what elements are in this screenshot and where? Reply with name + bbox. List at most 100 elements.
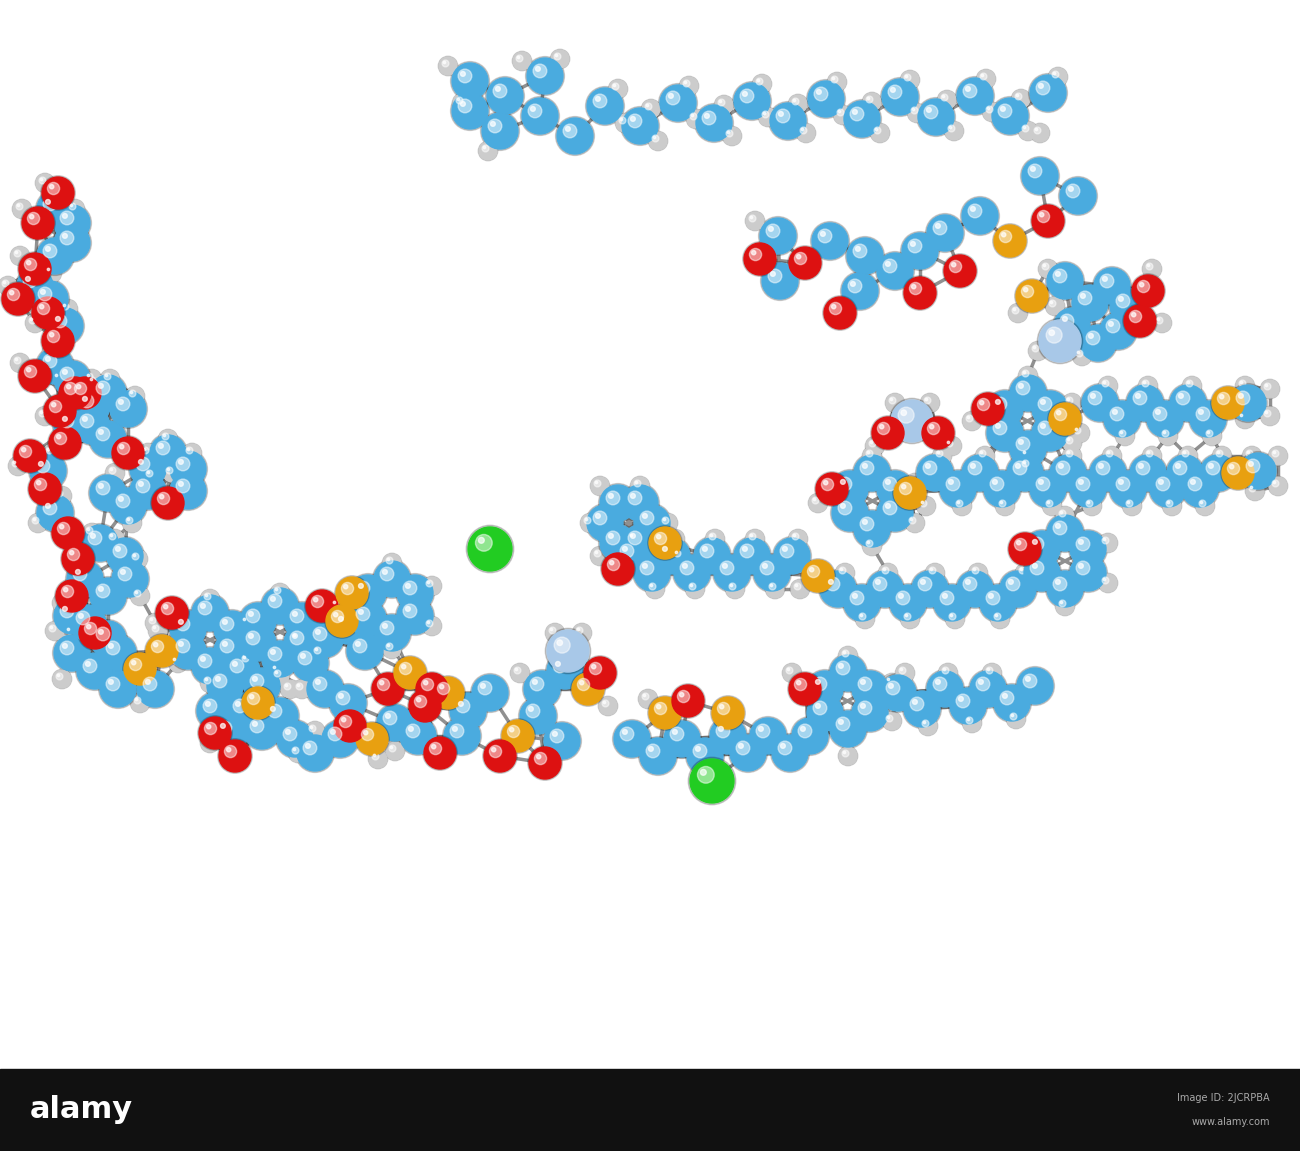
Circle shape (1067, 398, 1070, 401)
Circle shape (891, 87, 896, 92)
Circle shape (467, 525, 514, 573)
Circle shape (1019, 367, 1037, 384)
Circle shape (52, 669, 72, 688)
Circle shape (863, 447, 881, 465)
Circle shape (25, 365, 36, 378)
Circle shape (285, 683, 291, 689)
Circle shape (1030, 342, 1047, 360)
Circle shape (1188, 399, 1227, 439)
Circle shape (1153, 407, 1167, 421)
Circle shape (628, 531, 642, 544)
Circle shape (313, 677, 326, 691)
Circle shape (125, 387, 144, 405)
Circle shape (198, 693, 233, 729)
Circle shape (281, 680, 299, 698)
Circle shape (872, 417, 904, 449)
Circle shape (99, 383, 103, 388)
Circle shape (112, 561, 148, 597)
Circle shape (1206, 430, 1213, 437)
Circle shape (768, 101, 807, 140)
Circle shape (202, 734, 218, 752)
Circle shape (646, 580, 664, 599)
Circle shape (1019, 447, 1037, 465)
Circle shape (926, 214, 965, 252)
Circle shape (195, 692, 234, 731)
Circle shape (22, 448, 26, 452)
Circle shape (956, 77, 994, 115)
Circle shape (1031, 204, 1065, 238)
Circle shape (452, 63, 488, 99)
Circle shape (1022, 285, 1034, 298)
Circle shape (343, 585, 348, 589)
Circle shape (692, 114, 694, 116)
Circle shape (395, 596, 434, 635)
Circle shape (1023, 554, 1061, 593)
Circle shape (844, 651, 846, 654)
Circle shape (176, 457, 190, 471)
Circle shape (1049, 403, 1082, 435)
Circle shape (105, 536, 144, 576)
Circle shape (1131, 313, 1136, 317)
Circle shape (152, 487, 185, 519)
Circle shape (1053, 306, 1092, 345)
Circle shape (850, 107, 863, 121)
Circle shape (460, 101, 465, 106)
Circle shape (841, 272, 879, 311)
Circle shape (332, 610, 343, 623)
Circle shape (762, 110, 768, 117)
Circle shape (242, 655, 248, 662)
Circle shape (818, 229, 832, 243)
Circle shape (1031, 124, 1049, 142)
Circle shape (620, 107, 659, 145)
Circle shape (1098, 574, 1117, 592)
Circle shape (524, 671, 560, 707)
Circle shape (204, 593, 211, 600)
Circle shape (572, 673, 604, 706)
Circle shape (216, 677, 220, 681)
Circle shape (29, 317, 36, 323)
Circle shape (421, 678, 434, 691)
Circle shape (69, 603, 108, 642)
Circle shape (585, 86, 624, 125)
Circle shape (426, 620, 433, 627)
Circle shape (1022, 125, 1028, 132)
Circle shape (670, 533, 676, 540)
Circle shape (887, 394, 903, 412)
Circle shape (750, 216, 753, 219)
Circle shape (861, 703, 866, 708)
Circle shape (855, 610, 874, 628)
Circle shape (111, 559, 150, 599)
Circle shape (966, 579, 970, 585)
Circle shape (948, 125, 955, 132)
Circle shape (359, 584, 363, 588)
Circle shape (227, 693, 263, 729)
Circle shape (911, 107, 918, 114)
Circle shape (47, 308, 83, 344)
Circle shape (827, 73, 846, 92)
Circle shape (812, 677, 827, 691)
Circle shape (1043, 496, 1062, 516)
Circle shape (1040, 399, 1045, 404)
Circle shape (198, 654, 212, 668)
Circle shape (1057, 411, 1061, 414)
Circle shape (905, 75, 907, 77)
Circle shape (484, 740, 516, 772)
Circle shape (1040, 424, 1045, 428)
Circle shape (29, 514, 47, 532)
Circle shape (1031, 389, 1070, 428)
Circle shape (438, 56, 458, 76)
Circle shape (83, 369, 101, 388)
Circle shape (46, 306, 84, 345)
Circle shape (164, 434, 165, 436)
Circle shape (1160, 427, 1176, 445)
Circle shape (139, 444, 157, 462)
Circle shape (1156, 317, 1164, 323)
Circle shape (60, 367, 74, 381)
Circle shape (996, 424, 1000, 428)
Circle shape (746, 212, 764, 230)
Circle shape (422, 577, 442, 596)
Circle shape (176, 479, 190, 493)
Circle shape (23, 274, 36, 288)
Circle shape (1166, 453, 1204, 493)
Circle shape (880, 674, 916, 711)
